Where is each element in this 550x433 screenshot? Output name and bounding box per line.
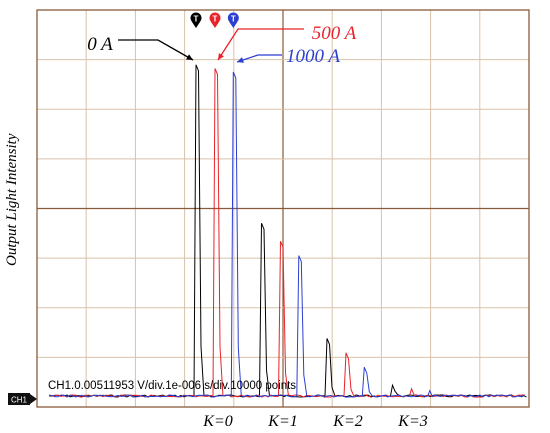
traces [48,64,527,398]
annotation-leader [217,28,304,61]
x-category-label: K=2 [332,413,362,430]
x-category-labels: K=0 K=1 K=2 K=3 [202,413,427,430]
x-category-label: K=0 [202,413,232,430]
annotation-leader [236,54,282,63]
trigger-marker-label: T [231,15,236,24]
plot-frame [36,9,530,408]
y-axis-label: Output Light Intensity [4,133,20,267]
annotation-leaders [118,28,304,63]
trigger-marker: T [227,12,239,28]
status-text: CH1.0.00511953 V/div.1e-006 s/div.10000 … [48,380,296,392]
channel-marker-label: CH1 [11,396,28,405]
channel-marker-box [8,393,30,405]
annotation-arrowhead [186,54,193,60]
annotation-arrowhead [237,57,244,63]
series-annotation-label: 1000 A [286,46,340,67]
trigger-marker: T [190,12,202,28]
trigger-marker: T [209,12,221,28]
annotation-arrowhead [218,53,224,60]
trigger-marker-label: T [194,15,199,24]
channel-marker: CH1 [8,393,37,405]
series-annotation-label: 500 A [312,23,357,44]
series-annotation-label: 0 A [87,34,113,55]
trigger-marker-label: T [213,15,218,24]
x-category-label: K=1 [267,413,297,430]
series-trace-1000-A [48,71,526,398]
channel-marker-arrow [30,394,37,404]
x-category-label: K=3 [397,413,427,430]
annotation-leader [118,39,194,61]
